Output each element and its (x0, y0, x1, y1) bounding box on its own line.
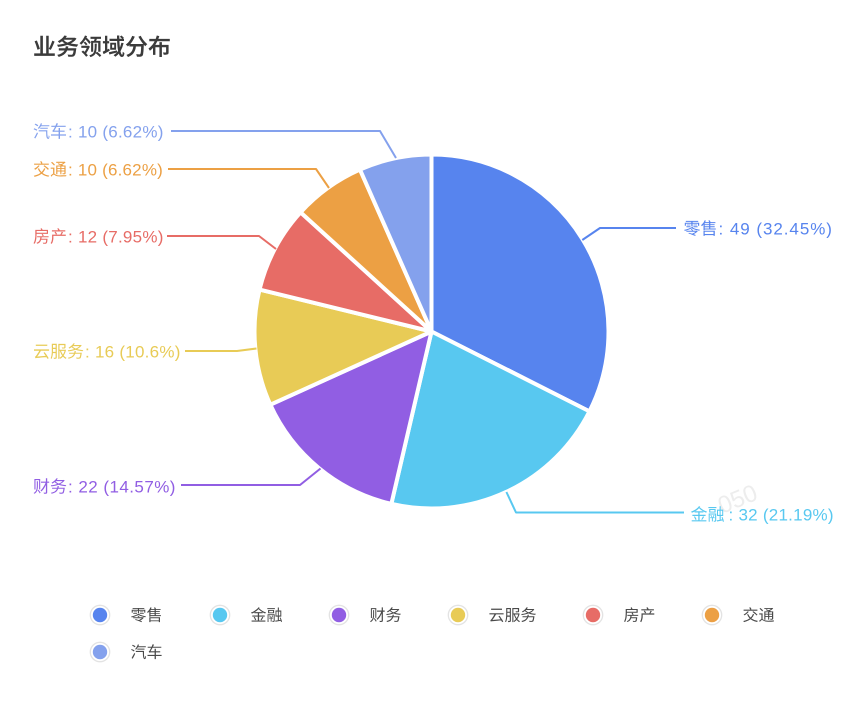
svg-text:: 12 (7.95%): : 12 (7.95%) (68, 228, 164, 247)
svg-text:: 22 (14.57%): : 22 (14.57%) (68, 478, 176, 497)
svg-text:: 16 (10.6%): : 16 (10.6%) (85, 343, 181, 362)
svg-text:: 49 (32.45%): : 49 (32.45%) (719, 220, 833, 239)
svg-text:: 32 (21.19%): : 32 (21.19%) (729, 506, 834, 525)
svg-text:: 10 (6.62%): : 10 (6.62%) (68, 123, 164, 142)
svg-text:: 10 (6.62%): : 10 (6.62%) (68, 161, 163, 180)
